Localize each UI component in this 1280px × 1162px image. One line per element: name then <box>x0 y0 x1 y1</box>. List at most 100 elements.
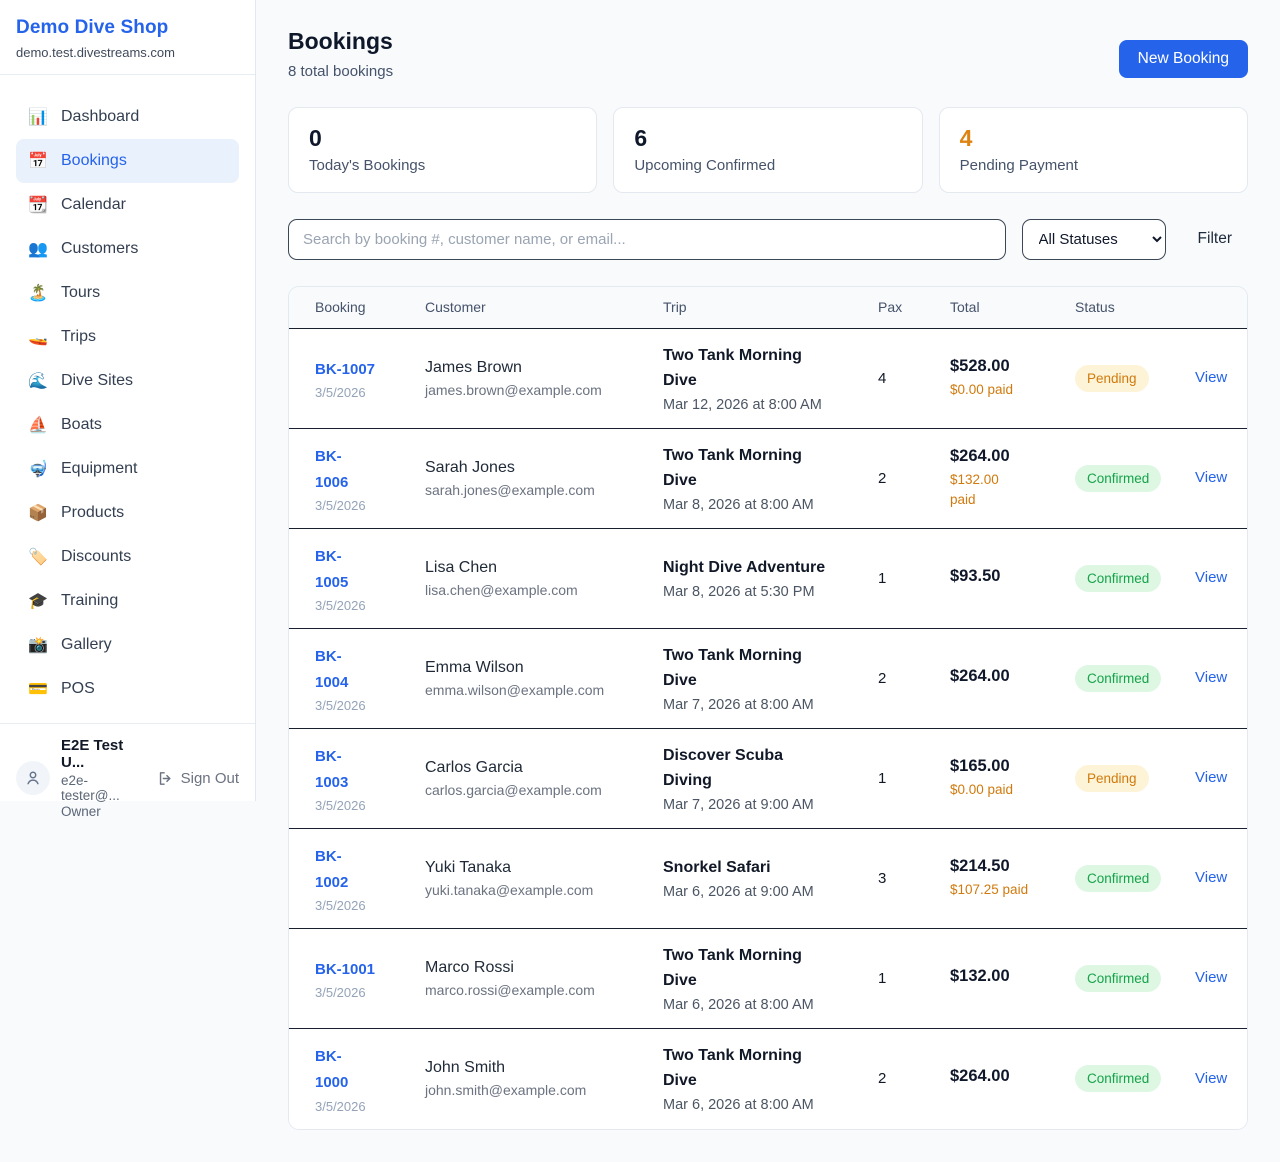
trip-name: Discover Scuba Diving <box>663 746 784 789</box>
sidebar-nav-item[interactable]: 🏷️ Discounts <box>16 535 239 579</box>
view-booking-link[interactable]: View <box>1195 1069 1228 1087</box>
customer-name: Yuki Tanaka <box>425 858 511 876</box>
view-booking-link[interactable]: View <box>1195 569 1228 587</box>
booking-id-link[interactable]: BK- 1005 <box>315 547 349 591</box>
booking-id-link[interactable]: BK- 1006 <box>315 447 349 491</box>
user-role: Owner <box>61 804 101 819</box>
sidebar-nav-label: POS <box>61 680 95 697</box>
stat-value: 6 <box>634 125 648 151</box>
booking-row: BK- 1000 3/5/2026 John Smith john.smith@… <box>289 1028 1247 1129</box>
calendar-pad-icon: 📆 <box>28 197 48 214</box>
sidebar-nav-label: Trips <box>61 328 96 345</box>
filter-button[interactable]: Filter <box>1182 219 1248 260</box>
customer-name: Marco Rossi <box>425 958 514 976</box>
sidebar-nav-item[interactable]: ⛵ Boats <box>16 403 239 447</box>
sidebar-nav-item[interactable]: 🎓 Training <box>16 579 239 623</box>
package-icon: 📦 <box>28 505 48 522</box>
booking-row: BK- 1004 3/5/2026 Emma Wilson emma.wilso… <box>289 628 1247 729</box>
stat-label: Pending Payment <box>959 156 1079 174</box>
status-filter-select[interactable]: All Statuses <box>1021 218 1166 260</box>
booking-id-link[interactable]: BK-1007 <box>315 360 376 378</box>
sidebar-nav-item[interactable]: 📦 Products <box>16 491 239 535</box>
view-booking-link[interactable]: View <box>1195 469 1228 487</box>
bar-chart-icon: 📊 <box>28 109 48 126</box>
user-info: E2E Test U... e2e-tester@... Owner <box>61 737 146 819</box>
diving-mask-icon: 🤿 <box>28 461 48 478</box>
col-header-status: Status <box>1075 299 1115 316</box>
trip-name: Snorkel Safari <box>663 859 771 877</box>
booking-created-date: 3/5/2026 <box>315 898 366 913</box>
stats-row: 0 Today's Bookings 6 Upcoming Confirmed … <box>288 107 1248 193</box>
customer-name: Lisa Chen <box>425 558 498 576</box>
sidebar-nav-item[interactable]: 🚤 Trips <box>16 315 239 359</box>
booking-row: BK-1007 3/5/2026 James Brown james.brown… <box>289 328 1247 429</box>
booking-id-link[interactable]: BK- 1003 <box>315 747 349 791</box>
total-amount: $132.00 <box>950 966 1010 985</box>
customer-name: Sarah Jones <box>425 458 515 476</box>
col-header-total: Total <box>950 299 980 316</box>
sidebar-nav-item[interactable]: 📅 Bookings <box>16 139 239 183</box>
status-badge: Confirmed <box>1075 664 1162 692</box>
sidebar-nav-item[interactable]: 📸 Gallery <box>16 623 239 667</box>
sidebar-nav-item[interactable]: 📆 Calendar <box>16 183 239 227</box>
sidebar-nav-item[interactable]: 🌊 Dive Sites <box>16 359 239 403</box>
user-footer: E2E Test U... e2e-tester@... Owner Sign … <box>0 723 255 832</box>
shop-name: Demo Dive Shop <box>16 17 169 38</box>
user-email: e2e-tester@... <box>61 773 120 803</box>
sign-out-button[interactable]: Sign Out <box>157 770 239 787</box>
sidebar-nav-item[interactable]: 👥 Customers <box>16 227 239 271</box>
people-icon: 👥 <box>28 241 48 258</box>
paid-amount: $132.00 paid <box>950 472 999 507</box>
trip-datetime: Mar 8, 2026 at 8:00 AM <box>663 496 814 513</box>
view-booking-link[interactable]: View <box>1195 369 1228 387</box>
sidebar-nav-item[interactable]: 📊 Dashboard <box>16 95 239 139</box>
credit-card-icon: 💳 <box>28 681 48 698</box>
stat-card: 4 Pending Payment <box>938 107 1248 193</box>
trip-name: Two Tank Morning Dive <box>663 946 802 989</box>
booking-id-link[interactable]: BK- 1002 <box>315 847 349 891</box>
trip-datetime: Mar 7, 2026 at 9:00 AM <box>663 796 814 813</box>
stat-value: 0 <box>309 125 322 151</box>
view-booking-link[interactable]: View <box>1195 869 1228 887</box>
sidebar-nav-item[interactable]: 🏝️ Tours <box>16 271 239 315</box>
calendar-icon: 📅 <box>28 153 48 170</box>
user-name: E2E Test U... <box>61 737 124 771</box>
booking-id-link[interactable]: BK- 1004 <box>315 647 349 691</box>
sidebar-nav-label: Equipment <box>61 460 138 477</box>
wave-icon: 🌊 <box>28 373 48 390</box>
sidebar-nav-label: Gallery <box>61 636 112 653</box>
booking-id-link[interactable]: BK- 1000 <box>315 1048 349 1092</box>
booking-id-link[interactable]: BK-1001 <box>315 960 376 978</box>
view-booking-link[interactable]: View <box>1195 669 1228 687</box>
status-badge: Confirmed <box>1075 464 1162 492</box>
sidebar-nav-item[interactable]: 💳 POS <box>16 667 239 711</box>
search-input[interactable] <box>288 218 1006 260</box>
customer-name: Carlos Garcia <box>425 758 523 776</box>
page-header: Bookings 8 total bookings New Booking <box>288 28 1248 80</box>
customer-email: yuki.tanaka@example.com <box>425 881 594 898</box>
new-booking-button[interactable]: New Booking <box>1118 40 1248 78</box>
col-header-pax: Pax <box>878 299 903 316</box>
stat-label: Today's Bookings <box>309 156 426 174</box>
island-icon: 🏝️ <box>28 285 48 302</box>
booking-created-date: 3/5/2026 <box>315 984 366 1000</box>
person-icon <box>27 771 39 785</box>
graduation-cap-icon: 🎓 <box>28 593 48 610</box>
bookings-table: Booking Customer Trip Pax Total Status B… <box>288 285 1248 1130</box>
sailboat-icon: ⛵ <box>28 417 48 434</box>
view-booking-link[interactable]: View <box>1195 969 1228 987</box>
paid-amount: $107.25 paid <box>950 881 1029 897</box>
booking-row: BK- 1003 3/5/2026 Carlos Garcia carlos.g… <box>289 728 1247 829</box>
customer-name: Emma Wilson <box>425 658 524 676</box>
sidebar-nav-item[interactable]: 🤿 Equipment <box>16 447 239 491</box>
camera-icon: 📸 <box>28 637 48 654</box>
total-amount: $264.00 <box>950 1067 1010 1086</box>
booking-row: BK- 1002 3/5/2026 Yuki Tanaka yuki.tanak… <box>289 828 1247 929</box>
col-header-booking: Booking <box>315 299 366 316</box>
customer-email: lisa.chen@example.com <box>425 581 578 598</box>
sidebar-nav-label: Training <box>61 592 119 609</box>
trip-datetime: Mar 12, 2026 at 8:00 AM <box>663 396 822 413</box>
view-booking-link[interactable]: View <box>1195 769 1228 787</box>
booking-row: BK- 1006 3/5/2026 Sarah Jones sarah.jone… <box>289 428 1247 529</box>
trip-name: Two Tank Morning Dive <box>663 346 802 389</box>
